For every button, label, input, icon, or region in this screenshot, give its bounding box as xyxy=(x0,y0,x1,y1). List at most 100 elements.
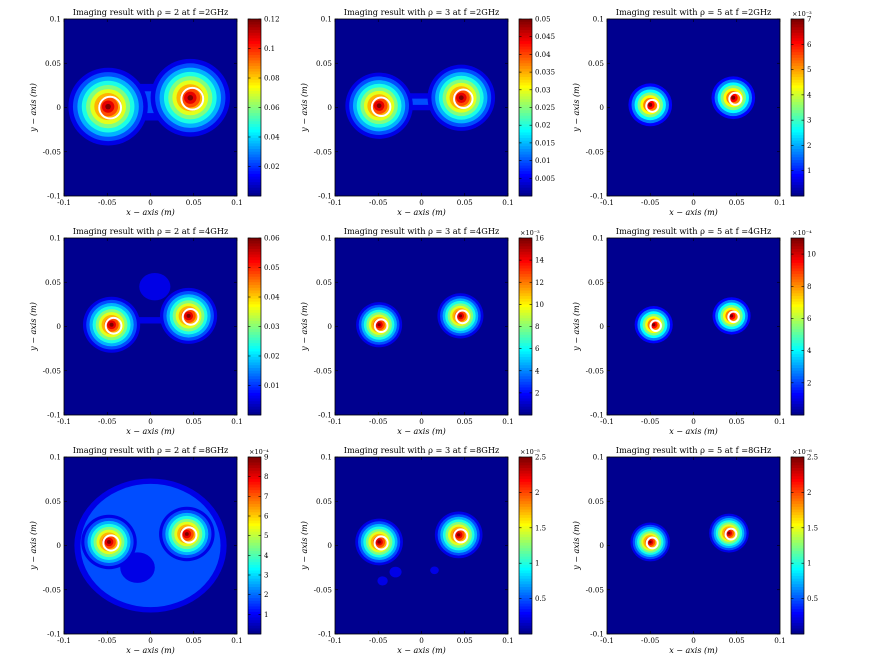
colorbar-segment xyxy=(248,484,261,488)
colorbar-segment xyxy=(519,19,532,23)
colorbar-segment xyxy=(248,71,261,75)
colorbar-exponent: ×10⁻⁵ xyxy=(520,448,540,456)
colorbar-segment xyxy=(519,390,532,394)
source-2 xyxy=(159,287,218,344)
colorbar-segment xyxy=(791,262,804,267)
subplot-8: Imaging result with ρ = 3 at f =8GHz -0.1… xyxy=(300,445,546,655)
colorbar-segment xyxy=(519,57,532,61)
colorbar-segment xyxy=(519,262,532,267)
colorbar-segment xyxy=(248,296,261,300)
colorbar-segment xyxy=(791,157,804,161)
x-axis-label: x − axis (m) xyxy=(397,427,446,436)
y-tick-label: -0.05 xyxy=(43,366,62,375)
colorbar-segment xyxy=(791,387,804,391)
colorbar-tick-label: 0.02 xyxy=(264,163,280,171)
colorbar-tick-label: 0.01 xyxy=(535,157,551,165)
colorbar-segment xyxy=(519,595,532,599)
y-tick-label: -0.1 xyxy=(318,630,332,639)
colorbar-segment xyxy=(248,46,261,50)
subplot-6: Imaging result with ρ = 5 at f =4GHz -0.1… xyxy=(572,226,816,436)
target-marker xyxy=(104,316,123,335)
colorbar-segment xyxy=(519,260,532,264)
x-tick-label: 0.05 xyxy=(729,636,745,645)
colorbar-segment xyxy=(519,542,532,546)
y-tick-label: -0.05 xyxy=(586,366,605,375)
colorbar-segment xyxy=(248,57,261,61)
colorbar-segment xyxy=(791,562,804,566)
colorbar-segment xyxy=(248,43,261,48)
colorbar-segment xyxy=(519,553,532,557)
contour-bridge xyxy=(379,98,462,105)
subplot-title: Imaging result with ρ = 3 at f =8GHz xyxy=(344,445,500,455)
colorbar-segment xyxy=(519,501,532,505)
colorbar-segment xyxy=(791,57,804,61)
colorbar-segment xyxy=(791,24,804,28)
colorbar-segment xyxy=(519,77,532,81)
colorbar-segment xyxy=(248,68,261,72)
colorbar-segment xyxy=(248,168,261,172)
x-tick-label: 0 xyxy=(419,636,424,645)
subplot-title: Imaging result with ρ = 2 at f =8GHz xyxy=(73,445,229,455)
target-marker xyxy=(453,528,469,544)
colorbar-segment xyxy=(791,542,804,546)
x-tick-label: 0.1 xyxy=(502,417,513,426)
colorbar-segment xyxy=(248,337,261,341)
colorbar-segment xyxy=(519,537,532,541)
colorbar-segment xyxy=(519,268,532,272)
source-1 xyxy=(634,306,673,344)
contour-bridge xyxy=(111,317,189,324)
colorbar-segment xyxy=(248,509,261,513)
colorbar-segment xyxy=(248,176,261,180)
colorbar-segment xyxy=(791,556,804,560)
colorbar: 0.12 0.1 0.08 0.06 0.04 0.02 xyxy=(247,16,280,197)
colorbar-segment xyxy=(248,132,261,136)
colorbar-segment xyxy=(519,628,532,632)
contour-level xyxy=(187,95,194,101)
target-marker xyxy=(98,95,123,120)
colorbar-segment xyxy=(519,606,532,610)
source-1 xyxy=(356,302,403,348)
colorbar-segment xyxy=(519,581,532,585)
colorbar-segment xyxy=(791,379,804,383)
colorbar-segment xyxy=(519,187,532,191)
colorbar-exponent: ×10⁻³ xyxy=(792,10,812,18)
x-tick-label: 0.05 xyxy=(186,636,202,645)
colorbar-segment xyxy=(519,528,532,533)
colorbar-segment xyxy=(791,49,804,53)
colorbar-segment xyxy=(791,365,804,369)
colorbar-segment xyxy=(519,575,532,580)
colorbar-segment xyxy=(519,71,532,75)
colorbar-segment xyxy=(519,343,532,347)
colorbar-tick-label: 1 xyxy=(807,167,811,175)
intensity-field xyxy=(630,513,749,562)
colorbar-tick-label: 0.045 xyxy=(535,33,555,41)
colorbar-segment xyxy=(791,617,804,621)
colorbar-segment xyxy=(791,409,804,413)
colorbar-segment xyxy=(791,539,804,544)
colorbar-segment xyxy=(791,126,804,131)
colorbar-segment xyxy=(791,625,804,629)
colorbar-segment xyxy=(519,562,532,566)
colorbar-segment xyxy=(248,107,261,111)
colorbar-segment xyxy=(248,406,261,410)
colorbar-segment xyxy=(248,487,261,491)
colorbar-segment xyxy=(248,340,261,344)
colorbar-segment xyxy=(248,135,261,139)
contour-level xyxy=(731,95,736,100)
colorbar-segment xyxy=(791,118,804,122)
colorbar-segment xyxy=(791,504,804,508)
x-tick-label: 0.1 xyxy=(231,417,242,426)
target-marker xyxy=(181,308,200,326)
colorbar-segment xyxy=(248,257,261,261)
colorbar-segment xyxy=(519,240,532,244)
colorbar-segment xyxy=(248,498,261,502)
colorbar-segment xyxy=(519,290,532,294)
colorbar-segment xyxy=(519,79,532,84)
colorbar-segment xyxy=(519,367,532,372)
colorbar-segment xyxy=(519,307,532,311)
colorbar-segment xyxy=(791,614,804,618)
colorbar-tick-label: 0.1 xyxy=(264,45,275,53)
colorbar-segment xyxy=(248,162,261,166)
x-tick-label: -0.1 xyxy=(57,417,71,426)
colorbar-segment xyxy=(791,320,804,325)
